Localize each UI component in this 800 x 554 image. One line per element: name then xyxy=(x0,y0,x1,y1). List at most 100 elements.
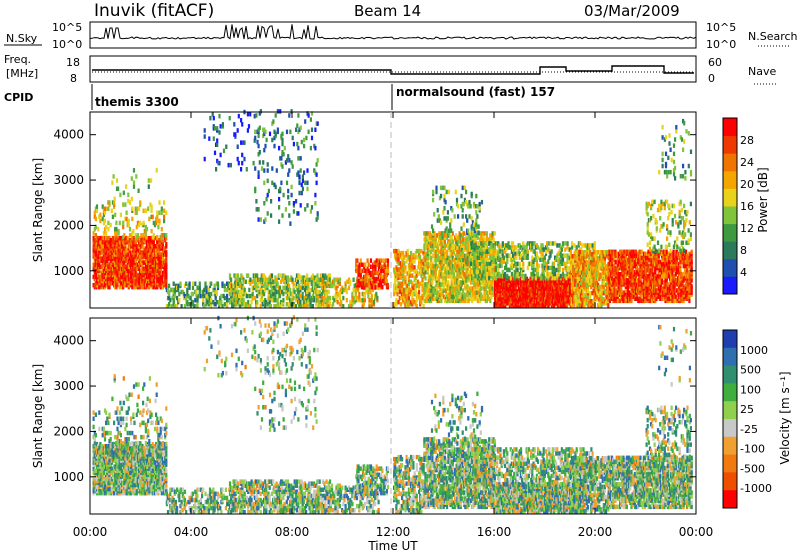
echo-cell xyxy=(289,129,292,135)
echo-cell xyxy=(303,287,307,293)
echo-cell xyxy=(170,304,173,309)
nsearch-tick-bottom: 10^0 xyxy=(706,38,736,51)
echo-cell xyxy=(486,249,490,254)
echo-cell xyxy=(233,273,236,278)
echo-cell xyxy=(399,302,402,307)
echo-cell xyxy=(99,212,102,218)
echo-cell xyxy=(335,277,338,282)
echo-cell xyxy=(446,263,449,269)
echo-cell xyxy=(557,282,560,288)
echo-cell xyxy=(420,248,423,254)
echo-cell xyxy=(489,255,492,260)
echo-cell xyxy=(492,251,495,256)
echo-cell xyxy=(288,158,291,163)
beam-title: Beam 14 xyxy=(354,2,421,20)
echo-cell xyxy=(268,295,271,301)
echo-cell xyxy=(106,250,109,255)
echo-cell xyxy=(399,271,402,276)
echo-cell xyxy=(553,284,556,290)
echo-cell xyxy=(131,284,134,290)
echo-cell xyxy=(510,271,513,277)
echo-cell xyxy=(290,297,293,303)
echo-cell xyxy=(172,297,175,303)
echo-cell xyxy=(484,245,487,250)
echo-cell xyxy=(455,286,458,291)
echo-cell xyxy=(301,186,304,192)
echo-cell xyxy=(126,235,129,241)
echo-cell xyxy=(476,263,479,269)
echo-cell xyxy=(110,244,113,249)
echo-cell xyxy=(471,298,474,304)
echo-cell xyxy=(424,251,427,257)
echo-cell xyxy=(155,168,158,173)
echo-cell xyxy=(481,253,484,258)
echo-cell xyxy=(445,189,448,195)
echo-cell xyxy=(101,268,104,274)
echo-cell xyxy=(502,255,505,260)
echo-cell xyxy=(336,291,339,297)
echo-cell xyxy=(207,291,210,297)
echo-cell xyxy=(124,272,127,278)
echo-cell xyxy=(375,258,378,263)
echo-cell xyxy=(506,273,509,279)
echo-cell xyxy=(475,259,478,264)
echo-cell xyxy=(99,274,102,280)
echo-cell xyxy=(174,283,177,289)
echo-cell xyxy=(131,256,134,261)
echo-cell xyxy=(274,304,277,309)
echo-cell xyxy=(288,168,291,173)
echo-cell xyxy=(207,287,210,293)
echo-cell xyxy=(423,247,426,252)
echo-cell xyxy=(117,258,120,263)
echo-cell xyxy=(290,160,293,165)
echo-cell xyxy=(464,298,467,304)
echo-cell xyxy=(161,274,164,280)
echo-cell xyxy=(318,289,321,295)
echo-cell xyxy=(131,270,134,276)
echo-cell xyxy=(500,278,503,284)
echo-cell xyxy=(536,276,539,282)
echo-cell xyxy=(105,224,108,230)
echo-cell xyxy=(124,264,127,269)
echo-cell xyxy=(258,160,261,165)
echo-cell xyxy=(297,211,300,216)
echo-cell xyxy=(155,250,158,255)
echo-cell xyxy=(163,208,166,213)
echo-cell xyxy=(449,259,452,265)
echo-cell xyxy=(231,287,234,293)
echo-cell xyxy=(178,283,181,289)
echo-cell xyxy=(286,283,289,289)
echo-cell xyxy=(399,289,402,295)
echo-cell xyxy=(299,285,302,291)
echo-cell xyxy=(101,204,104,209)
echo-cell xyxy=(161,250,164,255)
echo-cell xyxy=(114,250,117,255)
echo-cell xyxy=(516,267,519,273)
echo-cell xyxy=(240,289,243,295)
echo-cell xyxy=(479,251,482,256)
echo-cell xyxy=(508,275,511,281)
echo-cell xyxy=(216,138,219,143)
echo-cell xyxy=(371,264,374,269)
echo-cell xyxy=(187,283,190,289)
echo-cell xyxy=(472,275,475,281)
echo-cell xyxy=(351,297,354,303)
echo-cell xyxy=(252,285,255,291)
echo-cell xyxy=(249,281,252,286)
echo-cell xyxy=(465,274,468,279)
nsky-tick-top: 10^5 xyxy=(52,21,82,34)
echo-cell xyxy=(235,299,238,305)
echo-cell xyxy=(298,174,301,179)
echo-cell xyxy=(223,283,226,289)
echo-cell xyxy=(195,289,198,295)
echo-cell xyxy=(178,291,181,297)
echo-cell xyxy=(444,199,447,205)
echo-cell xyxy=(285,158,289,163)
echo-cell xyxy=(352,277,355,282)
echo-cell xyxy=(436,253,440,259)
echo-cell xyxy=(342,295,345,301)
echo-cell xyxy=(515,273,518,279)
echo-cell xyxy=(540,282,543,288)
echo-cell xyxy=(229,162,232,168)
echo-cell xyxy=(311,285,314,291)
